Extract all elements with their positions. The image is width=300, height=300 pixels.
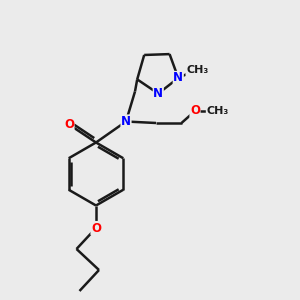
Text: CH₃: CH₃ [206, 106, 229, 116]
Text: CH₃: CH₃ [186, 65, 208, 76]
Text: N: N [173, 71, 183, 85]
Text: N: N [153, 87, 163, 100]
Text: N: N [121, 115, 131, 128]
Text: O: O [91, 221, 101, 235]
Text: O: O [64, 118, 74, 131]
Text: O: O [190, 104, 200, 118]
